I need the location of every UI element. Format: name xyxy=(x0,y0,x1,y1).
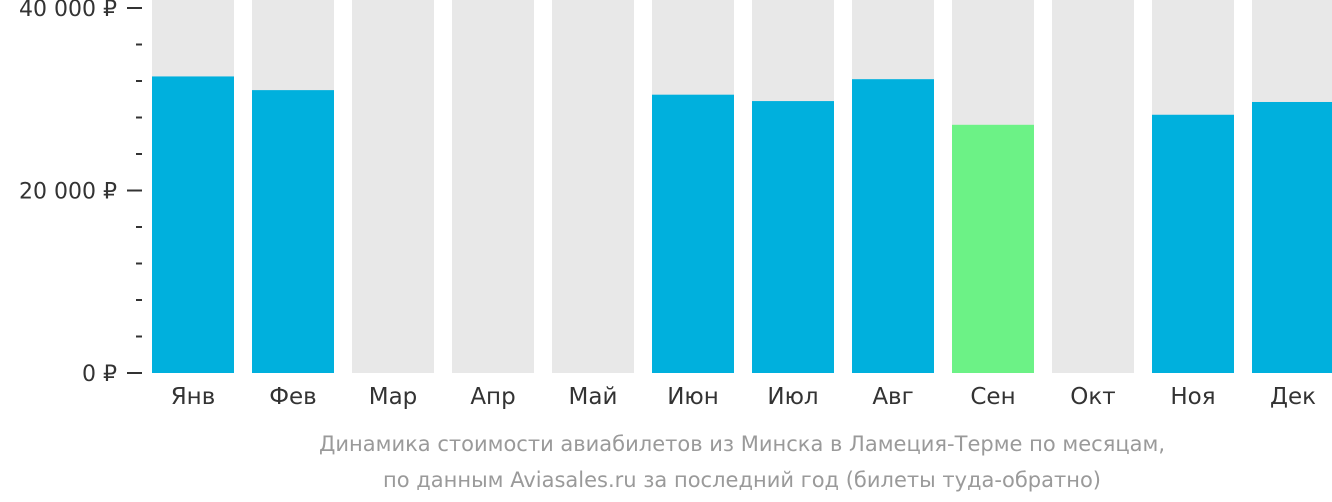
x-tick-label: Ноя xyxy=(1170,384,1215,410)
bar-background xyxy=(1052,0,1134,373)
chart-caption-line1: Динамика стоимости авиабилетов из Минска… xyxy=(318,432,1166,456)
bar-background xyxy=(352,0,434,373)
bar-background xyxy=(552,0,634,373)
bar-Дек xyxy=(1252,101,1332,374)
x-tick-label: Апр xyxy=(470,384,515,410)
x-tick-label: Фев xyxy=(269,384,317,410)
bar-Ноя xyxy=(1152,114,1234,373)
bar-Янв xyxy=(152,76,234,373)
bar-Сен xyxy=(952,124,1034,373)
bar-Фев xyxy=(252,90,334,373)
bar-background xyxy=(452,0,534,373)
x-tick-label: Окт xyxy=(1070,384,1115,410)
bar-Авг xyxy=(852,79,934,374)
bar-Июл xyxy=(752,101,834,373)
x-tick-label: Май xyxy=(569,384,618,410)
x-tick-label: Июн xyxy=(667,384,719,410)
x-tick-label: Авг xyxy=(872,384,913,410)
x-tick-label: Дек xyxy=(1270,384,1316,410)
x-tick-label: Июл xyxy=(767,384,818,410)
x-tick-label: Янв xyxy=(171,384,216,410)
x-tick-label: Сен xyxy=(970,384,1015,410)
bar-Июн xyxy=(652,94,734,373)
x-tick-label: Мар xyxy=(369,384,418,410)
y-tick-label: 20 000 ₽ xyxy=(19,180,117,205)
chart-caption-line2: по данным Aviasales.ru за последний год … xyxy=(383,468,1101,492)
y-tick-label: 0 ₽ xyxy=(82,362,117,387)
y-tick-label: 40 000 ₽ xyxy=(19,0,117,22)
